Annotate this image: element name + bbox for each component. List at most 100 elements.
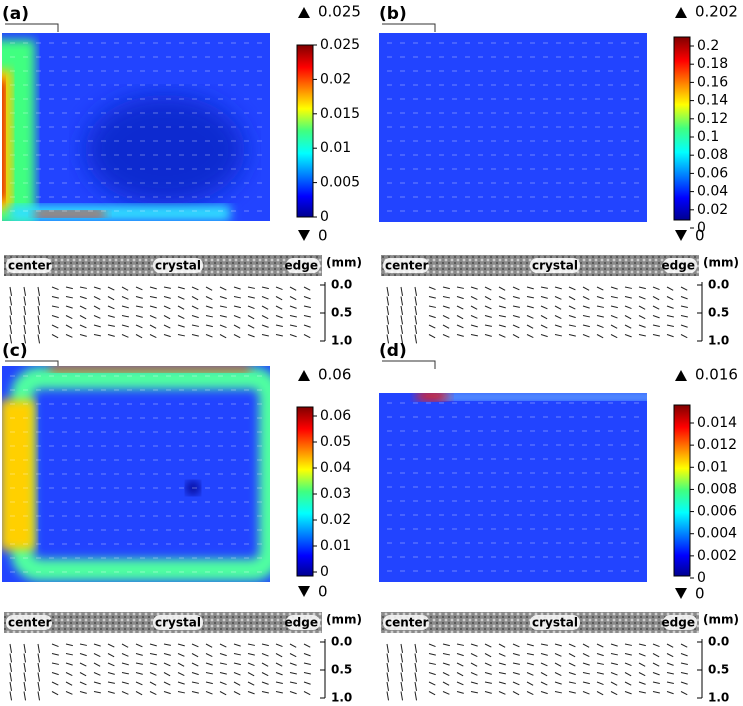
profile-arrow <box>400 691 404 701</box>
crystal-label-bg <box>383 258 429 273</box>
colorbar-tick-label: 0.006 <box>697 504 737 520</box>
profile-arrow <box>442 305 450 309</box>
profile-arrow <box>624 324 632 329</box>
profile-arrow <box>442 286 450 290</box>
profile-arrow <box>219 315 227 318</box>
profile-arrow <box>428 315 436 319</box>
profile-arrow <box>51 305 59 308</box>
depth-unit: (mm) <box>703 256 739 270</box>
profile-arrow <box>247 653 255 656</box>
profile-arrow <box>149 653 157 656</box>
profile-arrow <box>191 315 199 319</box>
profile-arrow <box>65 296 73 299</box>
profile-arrow <box>624 662 632 667</box>
profile-arrow <box>526 643 534 647</box>
profile-arrow <box>582 653 590 657</box>
profile-arrow <box>191 672 199 676</box>
profile-arrow <box>37 653 41 663</box>
depth-unit: (mm) <box>326 613 362 627</box>
profile-arrow <box>610 672 618 676</box>
depth-tick-label: 0.5 <box>331 663 352 677</box>
profile-arrow <box>582 305 590 309</box>
profile-arrow <box>23 653 27 663</box>
profile-arrow <box>666 305 674 309</box>
profile-arrow <box>233 334 241 339</box>
profile-arrow <box>135 643 143 648</box>
profile-arrow <box>121 662 129 666</box>
profile-arrow <box>568 672 576 676</box>
profile-arrow <box>289 662 297 666</box>
profile-arrow <box>303 305 311 309</box>
profile-arrow <box>247 691 255 695</box>
profile-arrow <box>624 643 632 646</box>
profile-arrow <box>261 672 269 677</box>
profile-arrow <box>386 324 390 334</box>
profile-arrow <box>163 334 171 338</box>
profile-arrow <box>289 334 297 338</box>
profile-arrow <box>414 662 418 672</box>
profile-arrow <box>414 681 418 691</box>
colorbar-tick-label: 0.012 <box>697 437 737 453</box>
profile-arrow <box>596 324 604 329</box>
profile-arrow <box>135 691 143 696</box>
profile-arrow <box>163 681 171 686</box>
profile-arrow <box>23 681 27 691</box>
profile-arrow <box>9 305 13 315</box>
profile-arrow <box>414 334 418 344</box>
profile-arrow <box>428 643 436 648</box>
profile-arrow <box>596 653 604 657</box>
profile-arrow <box>428 324 436 329</box>
profile-arrow <box>51 334 59 339</box>
colorbar-tick-label: 0 <box>320 209 329 225</box>
profile-arrow <box>610 653 618 656</box>
profile-arrow <box>9 653 13 663</box>
colorbar-tick-label: 0.015 <box>320 106 360 122</box>
profile-arrow <box>275 653 283 658</box>
profile-arrow <box>79 643 87 646</box>
profile-arrow <box>470 662 478 667</box>
profile-arrow <box>107 643 115 648</box>
profile-arrow <box>37 334 41 344</box>
profile-arrow <box>219 286 227 291</box>
profile-arrow <box>65 286 73 290</box>
profile-arrow <box>666 324 674 327</box>
profile-arrow <box>289 653 297 658</box>
profile-arrow <box>512 672 520 675</box>
profile-arrow <box>93 334 101 337</box>
colorbar-tick-label: 0.06 <box>697 165 728 181</box>
profile-arrow <box>51 324 59 329</box>
profile-arrow <box>93 643 101 647</box>
crystal-label-bg <box>383 615 429 630</box>
profile-arrow <box>65 305 73 309</box>
crystal-label: edge <box>662 616 695 630</box>
profile-arrow <box>219 643 227 648</box>
profile-arrow <box>205 286 213 291</box>
profile-arrow <box>177 305 185 310</box>
profile-arrow <box>610 324 618 329</box>
profile-arrow <box>177 286 185 290</box>
profile-arrow <box>135 334 143 339</box>
profile-arrow <box>51 296 59 299</box>
panel: (b) 0.2 0.18 0.16 0.14 0.12 0.1 0.08 0.06 0.04 0.0… <box>379 3 739 348</box>
profile-arrow <box>275 643 283 648</box>
profile-arrow <box>456 643 464 646</box>
profile-arrow <box>65 681 73 686</box>
profile-arrow <box>540 334 548 338</box>
profile-arrow <box>163 324 171 329</box>
profile-arrow <box>303 315 311 318</box>
profile-arrow <box>261 324 269 328</box>
depth-tick-label: 0.0 <box>331 635 352 649</box>
profile-arrow <box>163 691 171 695</box>
profile-arrow <box>596 681 604 686</box>
profile-arrow <box>400 681 404 691</box>
profile-arrow <box>219 296 227 300</box>
profile-arrow <box>93 286 101 290</box>
profile-arrow <box>177 315 185 319</box>
profile-arrow <box>386 672 390 682</box>
profile-arrow <box>680 662 688 666</box>
profile-arrow <box>554 672 562 676</box>
profile-arrow <box>205 334 213 338</box>
profile-arrow <box>247 286 255 289</box>
profile-arrow <box>666 315 674 318</box>
colorbar-tick-label: 0.002 <box>697 548 737 564</box>
